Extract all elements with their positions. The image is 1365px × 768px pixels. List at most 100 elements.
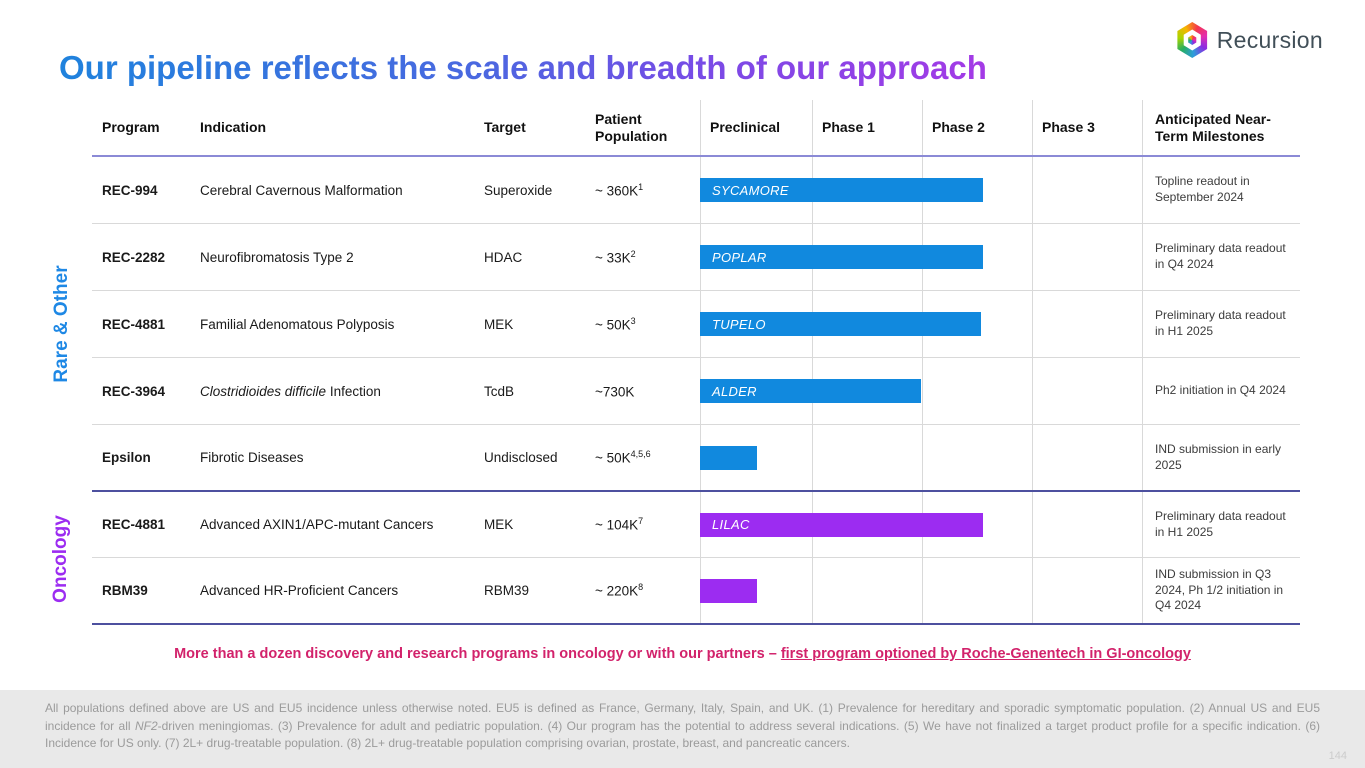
bar-label: SYCAMORE	[712, 182, 789, 198]
indication-text: Advanced HR-Proficient Cancers	[200, 583, 399, 598]
population-cell: ~ 104K7	[595, 516, 700, 533]
header-preclinical: Preclinical	[710, 119, 781, 136]
population-cell: ~ 50K4,5,6	[595, 449, 700, 466]
section-label-rare-other: Rare & Other	[51, 265, 72, 383]
indication-text: Fibrotic Diseases	[200, 450, 304, 465]
population-cell: ~730K	[595, 383, 700, 400]
phase-chart-cell	[700, 425, 1142, 490]
population-value: ~ 33K	[595, 250, 631, 266]
footnote-text: All populations defined above are US and…	[45, 700, 1320, 753]
program-cell: RBM39	[102, 583, 148, 598]
logo-wordmark: Recursion	[1216, 26, 1323, 53]
column-divider	[812, 100, 813, 625]
population-value: ~ 220K	[595, 583, 639, 599]
header-patient-population: Patient Population	[595, 111, 668, 144]
milestone-cell: Ph2 initiation in Q4 2024	[1155, 383, 1286, 398]
indication-italic: Clostridioides difficile	[200, 383, 327, 399]
callout-text: More than a dozen discovery and research…	[174, 646, 781, 662]
footnote-nf2-italic: NF2	[134, 718, 158, 733]
target-cell: TcdB	[484, 383, 515, 399]
population-footnote-ref: 8	[638, 582, 644, 593]
indication-cell: Advanced AXIN1/APC-mutant Cancers	[200, 517, 484, 532]
phase-chart-cell: LILAC	[700, 492, 1142, 557]
roche-genentech-link[interactable]: first program optioned by Roche-Genentec…	[780, 646, 1191, 662]
phase-chart-cell: TUPELO	[700, 291, 1142, 357]
table-row: REC-4881 Familial Adenomatous Polyposis …	[92, 291, 1300, 358]
table-row: REC-994 Cerebral Cavernous Malformation …	[92, 157, 1300, 224]
table-row: RBM39 Advanced HR-Proficient Cancers RBM…	[92, 558, 1300, 625]
population-footnote-ref: 1	[638, 181, 644, 192]
milestone-cell: Topline readout in September 2024	[1155, 174, 1250, 204]
population-value: ~ 360K	[595, 183, 639, 199]
bar-label: TUPELO	[712, 316, 766, 332]
pipeline-table: Program Indication Target Patient Popula…	[92, 100, 1300, 625]
program-cell: Epsilon	[102, 450, 151, 465]
population-cell: ~ 33K2	[595, 249, 700, 266]
program-cell: REC-4881	[102, 316, 166, 332]
footnote-part2: -driven meningiomas. (3) Prevalence for …	[45, 718, 1320, 751]
partners-callout: More than a dozen discovery and research…	[0, 646, 1365, 662]
column-divider	[922, 100, 923, 625]
phase-chart-cell: POPLAR	[700, 224, 1142, 290]
header-phase-3: Phase 3	[1042, 119, 1095, 136]
pipeline-bar: ALDER	[700, 379, 921, 403]
pipeline-bar: POPLAR	[700, 245, 983, 269]
indication-cell: Familial Adenomatous Polyposis	[200, 317, 484, 332]
header-phase-1: Phase 1	[822, 119, 875, 136]
pipeline-bar: SYCAMORE	[700, 178, 983, 202]
indication-cell: Clostridioides difficile Infection	[200, 384, 484, 399]
page-number: 144	[1328, 750, 1347, 762]
bar-label: LILAC	[712, 517, 750, 532]
table-row: REC-3964 Clostridioides difficile Infect…	[92, 358, 1300, 425]
pipeline-bar: TUPELO	[700, 312, 981, 336]
milestone-cell: Preliminary data readout in Q4 2024	[1155, 241, 1286, 271]
population-value: ~ 50K	[595, 317, 631, 333]
phase-chart-cell	[700, 558, 1142, 623]
header-phase-2: Phase 2	[932, 119, 985, 136]
target-cell: HDAC	[484, 249, 523, 265]
indication-text: Familial Adenomatous Polyposis	[200, 316, 395, 332]
milestone-cell: IND submission in early 2025	[1155, 441, 1282, 472]
indication-text: Neurofibromatosis Type 2	[200, 249, 354, 265]
table-header-row: Program Indication Target Patient Popula…	[92, 100, 1300, 157]
target-cell: Undisclosed	[484, 450, 558, 465]
table-row: REC-2282 Neurofibromatosis Type 2 HDAC ~…	[92, 224, 1300, 291]
target-cell: MEK	[484, 517, 514, 532]
indication-text: Infection	[326, 383, 381, 399]
population-cell: ~ 360K1	[595, 182, 700, 199]
footnote-band: All populations defined above are US and…	[0, 690, 1365, 768]
target-cell: MEK	[484, 316, 514, 332]
milestone-cell: Preliminary data readout in H1 2025	[1155, 508, 1286, 539]
recursion-hexagon-icon	[1177, 22, 1208, 58]
indication-cell: Cerebral Cavernous Malformation	[200, 183, 484, 198]
program-cell: REC-4881	[102, 517, 166, 532]
indication-cell: Neurofibromatosis Type 2	[200, 250, 484, 265]
phase-chart-cell: SYCAMORE	[700, 157, 1142, 223]
hexagon-core	[1188, 35, 1197, 45]
population-value: ~ 50K	[595, 450, 631, 466]
bar-label: ALDER	[712, 383, 757, 399]
phase-chart-cell: ALDER	[700, 358, 1142, 424]
pipeline-bar	[700, 445, 757, 470]
population-value: ~730K	[595, 384, 635, 400]
pipeline-bar: LILAC	[700, 512, 983, 537]
header-milestones: Anticipated Near-Term Milestones	[1155, 111, 1271, 144]
section-label-oncology: Oncology	[50, 515, 71, 603]
header-indication: Indication	[200, 119, 267, 136]
population-footnote-ref: 4,5,6	[630, 449, 651, 460]
bar-label: POPLAR	[712, 249, 767, 265]
recursion-logo: Recursion	[1176, 22, 1323, 58]
population-footnote-ref: 2	[630, 248, 636, 259]
indication-text: Advanced AXIN1/APC-mutant Cancers	[200, 517, 434, 532]
program-cell: REC-2282	[102, 249, 166, 265]
pipeline-bar	[700, 578, 757, 603]
header-target: Target	[484, 119, 526, 136]
indication-cell: Advanced HR-Proficient Cancers	[200, 583, 484, 598]
slide-title: Our pipeline reflects the scale and brea…	[59, 49, 987, 86]
header-program: Program	[102, 119, 160, 136]
column-divider	[700, 100, 701, 625]
table-row: Epsilon Fibrotic Diseases Undisclosed ~ …	[92, 425, 1300, 492]
indication-cell: Fibrotic Diseases	[200, 450, 484, 465]
milestone-cell: IND submission in Q3 2024, Ph 1/2 initia…	[1155, 566, 1284, 613]
